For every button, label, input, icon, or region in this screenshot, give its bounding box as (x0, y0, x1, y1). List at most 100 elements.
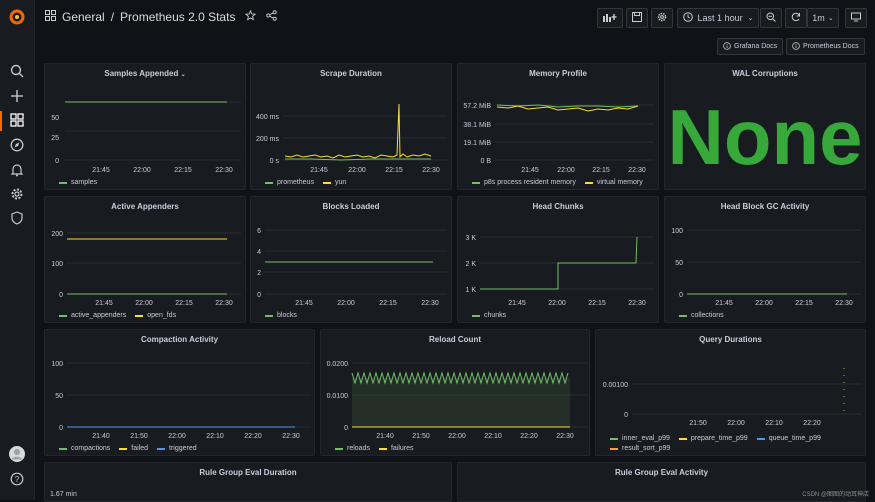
dashboard-settings-button[interactable] (651, 8, 673, 28)
x-tick: 21:50 (689, 420, 707, 427)
legend-item[interactable]: compactions (59, 445, 110, 452)
x-tick: 22:00 (448, 433, 466, 440)
x-tick: 22:15 (385, 167, 403, 174)
legend: chunks (472, 312, 506, 319)
x-tick: 21:45 (508, 300, 526, 307)
legend-item[interactable]: reloads (335, 445, 370, 452)
dashboards-icon[interactable] (8, 111, 26, 129)
panel-active-appenders[interactable]: Active Appenders 200 100 0 21:45 22:00 2… (44, 196, 246, 323)
panel-blocks-loaded[interactable]: Blocks Loaded 6 4 2 0 21:45 22:00 22:15 … (250, 196, 452, 323)
legend-item[interactable]: chunks (472, 312, 506, 319)
gear-icon[interactable] (8, 185, 26, 203)
y-tick: 400 ms (256, 114, 279, 121)
x-tick: 22:30 (215, 300, 233, 307)
y-tick: 1.67 min (50, 491, 77, 498)
legend: collections (679, 312, 724, 319)
shield-icon[interactable] (8, 209, 26, 227)
legend: reloads failures (335, 445, 414, 452)
search-icon[interactable] (8, 62, 26, 80)
legend-item[interactable]: yun (323, 179, 346, 186)
panel-query-durations[interactable]: Query Durations 0.00100 0 21:50 22:00 22… (595, 329, 866, 456)
refresh-button[interactable] (785, 8, 807, 28)
add-panel-button[interactable] (597, 8, 623, 28)
series-yun (285, 104, 431, 158)
avatar[interactable] (8, 445, 26, 463)
legend: inner_eval_p99 prepare_time_p99 queue_ti… (610, 435, 860, 452)
info-icon (723, 42, 731, 52)
time-range-label: Last 1 hour (698, 13, 743, 23)
legend-item[interactable]: failures (379, 445, 414, 452)
legend: p8s process resident memory virtual memo… (472, 179, 643, 186)
grafana-docs-link[interactable]: Grafana Docs (717, 38, 783, 55)
save-button[interactable] (626, 8, 648, 28)
x-tick: 22:30 (556, 433, 574, 440)
x-tick: 22:20 (520, 433, 538, 440)
x-tick: 21:40 (92, 433, 110, 440)
panel-title[interactable]: WAL Corruptions (665, 69, 865, 78)
panel-compaction-activity[interactable]: Compaction Activity 100 50 0 21:40 21:50… (44, 329, 315, 456)
panel-scrape-duration[interactable]: Scrape Duration 400 ms 200 ms 0 s 21:45 … (250, 63, 452, 190)
panel-rule-group-eval-duration[interactable]: Rule Group Eval Duration 1.67 min (44, 462, 452, 502)
x-tick: 22:30 (421, 300, 439, 307)
panel-samples-appended[interactable]: Samples Appended ⌄ 50 25 0 21:45 22:00 2… (44, 63, 246, 190)
y-tick: 2 (257, 270, 261, 277)
legend-item[interactable]: samples (59, 179, 97, 186)
grid-icon (45, 10, 56, 24)
panel-title[interactable]: Rule Group Eval Duration (45, 468, 451, 477)
legend-item[interactable]: triggered (157, 445, 197, 452)
legend-item[interactable]: prometheus (265, 179, 314, 186)
bell-icon[interactable] (8, 161, 26, 179)
legend-item[interactable]: virtual memory (585, 179, 643, 186)
zoom-out-button[interactable] (760, 8, 782, 28)
x-tick: 21:40 (376, 433, 394, 440)
explore-icon[interactable] (8, 136, 26, 154)
y-tick: 0 (679, 292, 683, 299)
refresh-interval-picker[interactable]: 1m ⌄ (807, 8, 839, 28)
legend-item[interactable]: blocks (265, 312, 297, 319)
legend-item[interactable]: open_fds (135, 312, 176, 319)
legend-item[interactable]: queue_time_p99 (757, 435, 821, 442)
y-tick: 0.0200 (327, 361, 349, 368)
y-tick: 100 (51, 361, 63, 368)
panel-title[interactable]: Rule Group Eval Activity (458, 468, 865, 477)
save-icon (632, 12, 642, 24)
panel-wal-corruptions[interactable]: WAL Corruptions None (664, 63, 866, 190)
x-tick: 22:00 (727, 420, 745, 427)
x-tick: 22:20 (244, 433, 262, 440)
refresh-icon (791, 12, 801, 24)
grafana-docs-label: Grafana Docs (734, 43, 777, 50)
breadcrumb-folder[interactable]: General (62, 10, 105, 24)
x-tick: 21:50 (412, 433, 430, 440)
x-tick: 22:30 (628, 167, 646, 174)
panel-head-chunks[interactable]: Head Chunks 3 K 2 K 1 K 21:45 22:00 22:1… (457, 196, 659, 323)
x-tick: 22:30 (282, 433, 300, 440)
legend: samples (59, 179, 97, 186)
x-tick: 22:15 (379, 300, 397, 307)
help-icon[interactable]: ? (8, 470, 26, 488)
legend-item[interactable]: prepare_time_p99 (679, 435, 748, 442)
star-icon[interactable] (245, 10, 256, 24)
panel-head-block-gc-activity[interactable]: Head Block GC Activity 100 50 0 21:45 22… (664, 196, 866, 323)
legend: active_appenders open_fds (59, 312, 176, 319)
x-tick: 22:00 (133, 167, 151, 174)
grafana-logo-icon[interactable] (8, 8, 26, 26)
legend-item[interactable]: inner_eval_p99 (610, 435, 670, 442)
legend-item[interactable]: collections (679, 312, 724, 319)
tv-mode-button[interactable] (845, 8, 867, 28)
prometheus-docs-link[interactable]: Prometheus Docs (786, 38, 865, 55)
legend-item[interactable]: failed (119, 445, 148, 452)
series-reloads-area (352, 378, 570, 427)
panel-memory-profile[interactable]: Memory Profile 57.2 MiB 38.1 MiB 19.1 Mi… (457, 63, 659, 190)
dashboard-title[interactable]: Prometheus 2.0 Stats (120, 10, 235, 24)
x-tick: 22:30 (628, 300, 646, 307)
legend-item[interactable]: result_sort_p99 (610, 445, 670, 452)
breadcrumb-separator: / (111, 10, 114, 24)
share-icon[interactable] (266, 10, 277, 24)
legend-item[interactable]: active_appenders (59, 312, 126, 319)
chart-blocks-loaded: 6 4 2 0 21:45 22:00 22:15 22:30 (251, 197, 452, 323)
plus-icon[interactable] (8, 87, 26, 105)
legend-item[interactable]: p8s process resident memory (472, 179, 576, 186)
chart-head-block-gc: 100 50 0 21:45 22:00 22:15 22:30 (665, 197, 866, 323)
panel-reload-count[interactable]: Reload Count 0.0200 0.0100 0 21:40 21:50… (320, 329, 590, 456)
time-picker-button[interactable]: Last 1 hour ⌄ (677, 8, 759, 28)
